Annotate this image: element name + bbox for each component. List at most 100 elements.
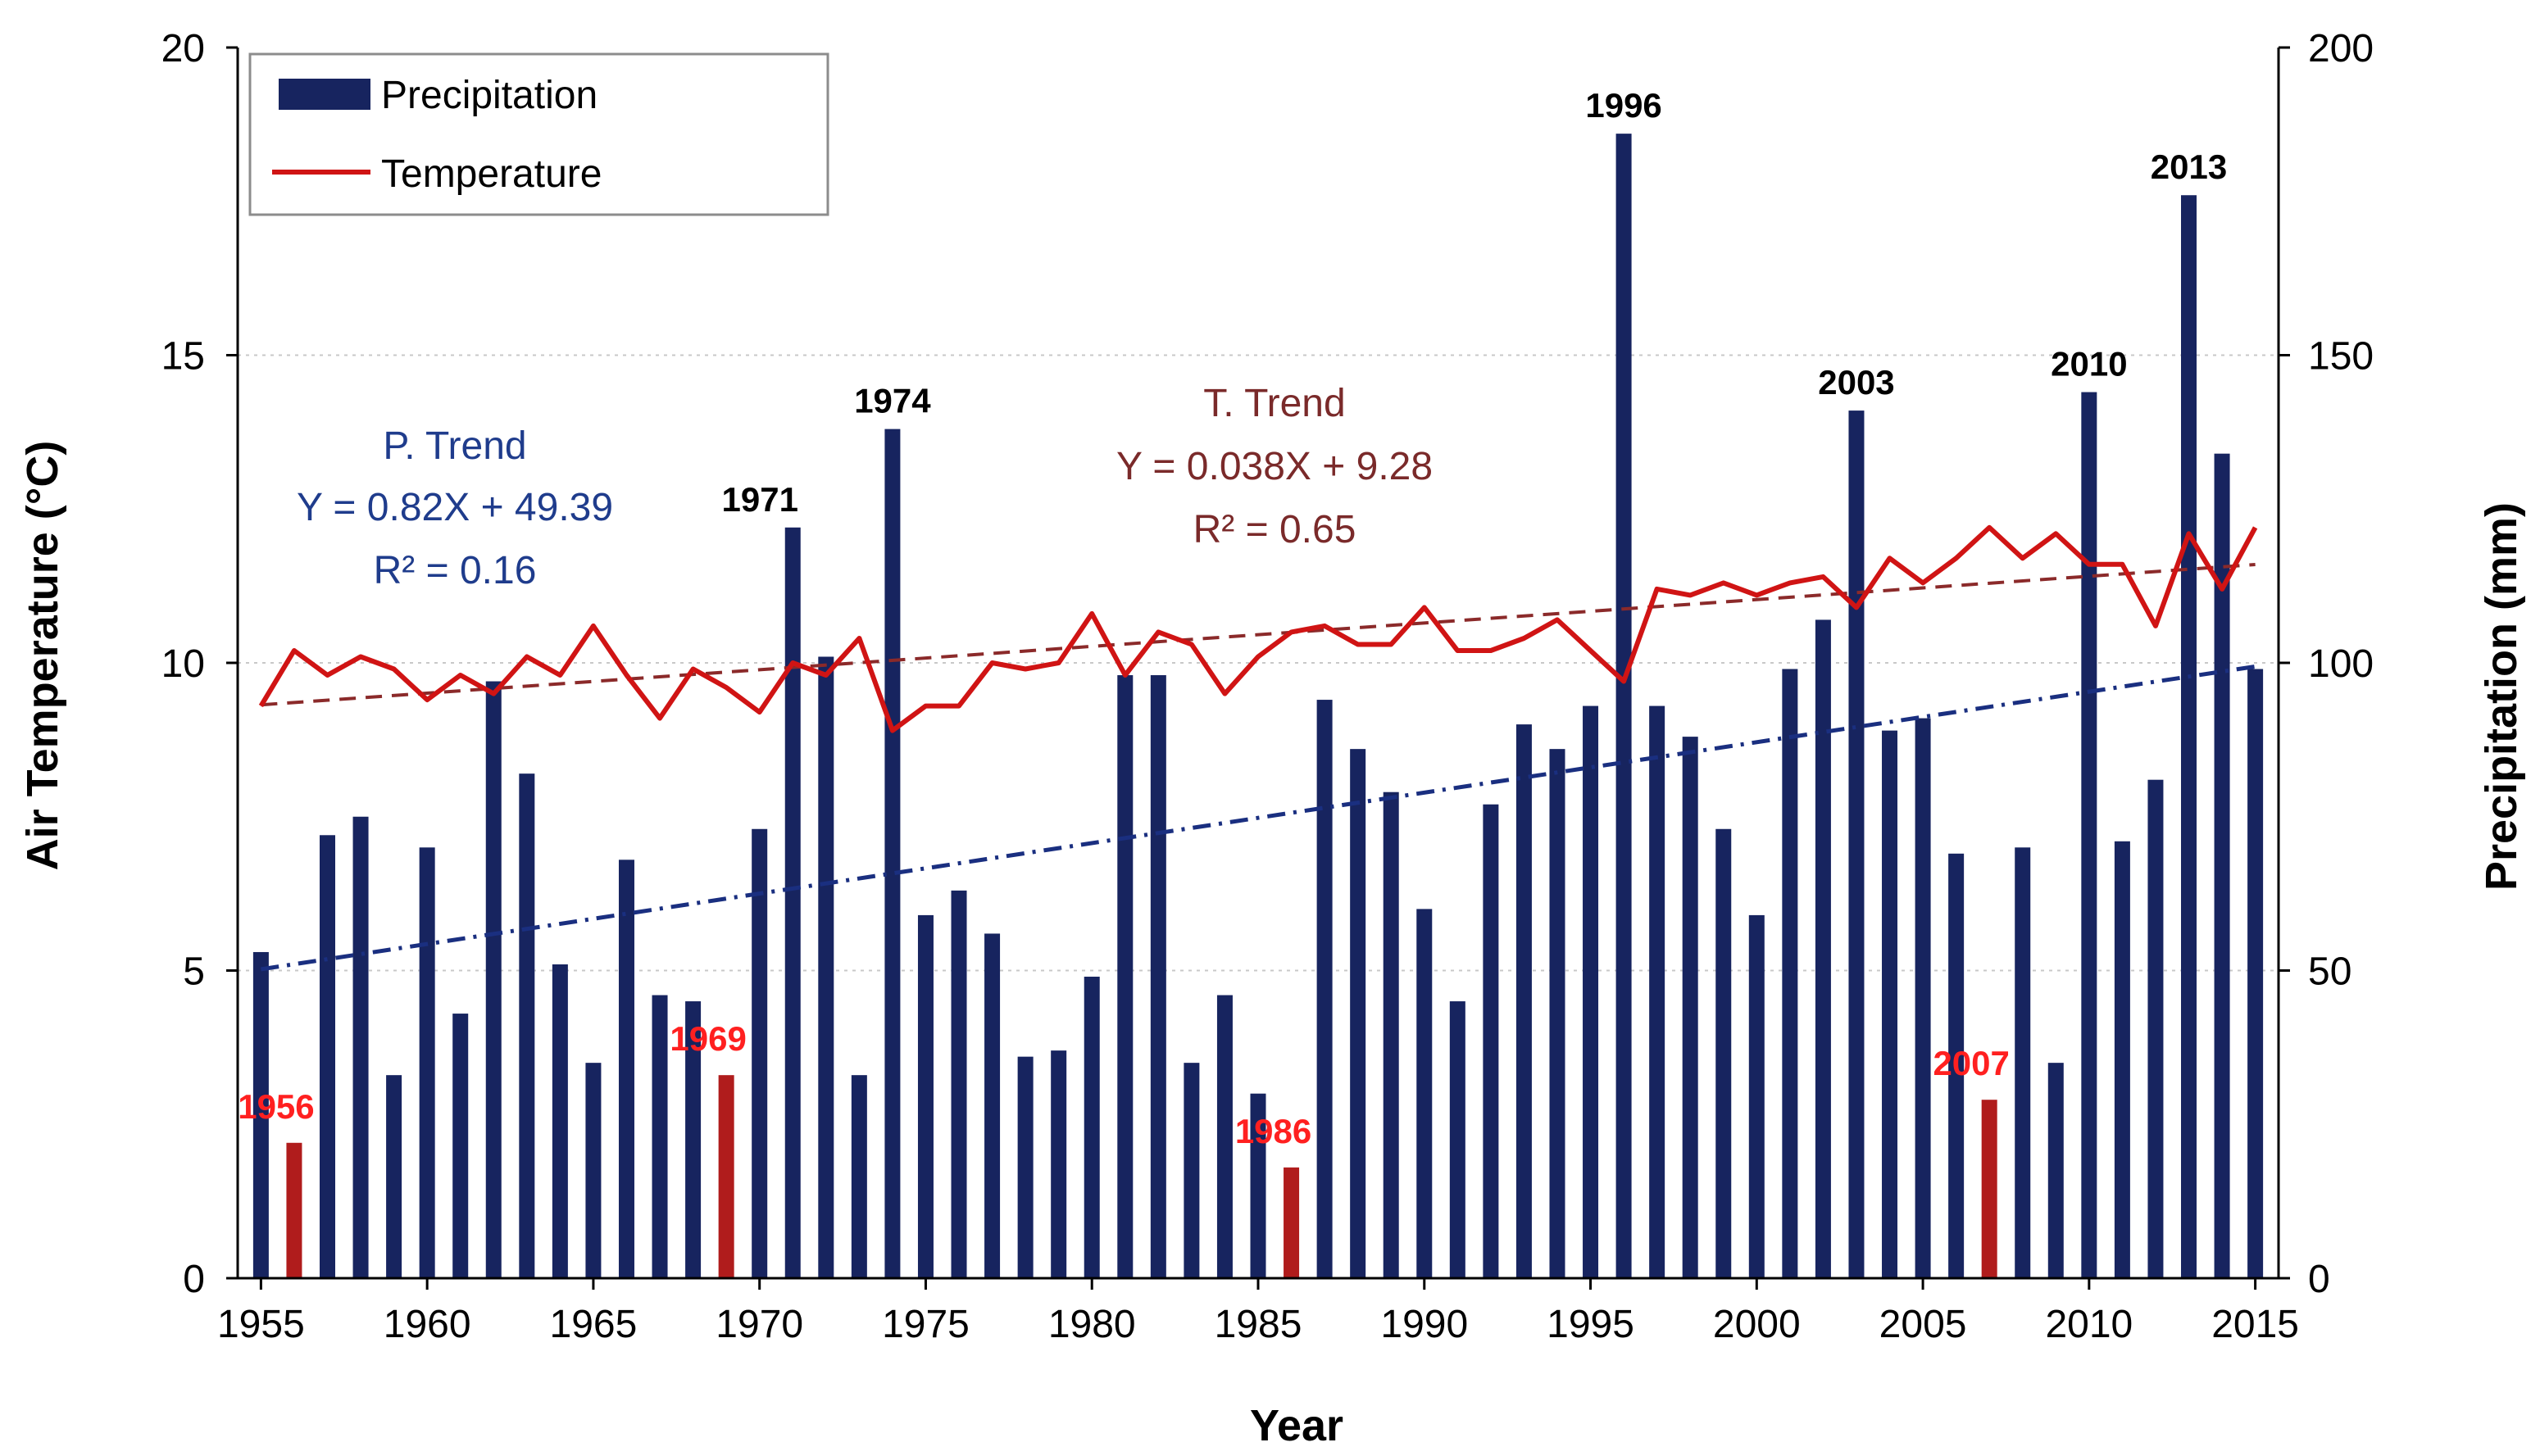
precipitation-bar — [1515, 724, 1532, 1278]
precipitation-bar — [419, 847, 435, 1278]
t-trend-title: T. Trend — [1203, 382, 1345, 425]
precipitation-bar — [1815, 619, 1831, 1278]
precipitation-bar — [352, 816, 369, 1278]
peak-year-label: 1996 — [1585, 86, 1661, 125]
precipitation-bar — [618, 860, 634, 1278]
precipitation-bar — [951, 890, 967, 1278]
precipitation-bar — [2081, 392, 2097, 1278]
precipitation-bar — [1017, 1056, 1034, 1278]
precipitation-bar — [984, 933, 1001, 1278]
precipitation-bar — [552, 964, 568, 1278]
y-right-tick-label: 0 — [2308, 1258, 2330, 1301]
precipitation-bar — [2181, 195, 2197, 1279]
x-tick-label: 1955 — [217, 1303, 305, 1346]
precipitation-bar — [685, 1001, 702, 1278]
precipitation-bar — [1383, 792, 1399, 1278]
precipitation-bar — [1715, 828, 1732, 1278]
precipitation-bar — [2247, 669, 2264, 1278]
precipitation-bar — [1483, 804, 1499, 1278]
precipitation-bar — [1549, 749, 1565, 1278]
precipitation-bar — [718, 1075, 734, 1278]
x-tick-label: 1965 — [550, 1303, 638, 1346]
precipitation-bar — [1216, 995, 1233, 1278]
precipitation-bar — [1416, 909, 1433, 1278]
legend-precipitation-label: Precipitation — [381, 74, 598, 117]
low-year-label: 1969 — [670, 1019, 746, 1058]
precipitation-bar — [2114, 841, 2130, 1278]
precipitation-bar — [652, 995, 668, 1278]
y-right-tick-label: 100 — [2308, 642, 2374, 686]
precipitation-bar — [519, 773, 535, 1278]
precipitation-bar — [1350, 749, 1366, 1278]
precipitation-bar — [1184, 1063, 1200, 1278]
t-trend-equation: Y = 0.038X + 9.28 — [1116, 445, 1433, 488]
peak-year-label: 2010 — [2051, 345, 2127, 383]
y-axis-right-title: Precipitation (mm) — [2477, 502, 2526, 891]
precipitation-bar — [884, 429, 901, 1278]
low-year-label: 1986 — [1235, 1112, 1311, 1150]
precipitation-bar — [917, 914, 934, 1278]
precipitation-bar — [286, 1142, 302, 1278]
y-right-tick-label: 200 — [2308, 27, 2374, 70]
legend: Precipitation Temperature — [248, 52, 829, 216]
precipitation-bar — [252, 951, 269, 1278]
precipitation-bar — [1250, 1093, 1266, 1278]
temperature-line — [258, 524, 2258, 733]
p-trend-equation: Y = 0.82X + 49.39 — [297, 486, 613, 529]
precipitation-bar — [1948, 853, 1965, 1278]
low-year-label: 1956 — [238, 1087, 314, 1126]
precipitation-bar — [485, 681, 502, 1278]
precipitation-bar — [752, 828, 768, 1278]
precipitation-trend-line — [261, 664, 2256, 972]
x-tick-label: 1970 — [716, 1303, 803, 1346]
precipitation-bar — [1848, 410, 1865, 1279]
precipitation-bar — [818, 656, 834, 1278]
peak-year-label: 2013 — [2151, 147, 2227, 186]
y-left-tick-label: 20 — [161, 27, 205, 70]
precipitation-bar — [319, 835, 335, 1278]
peak-year-label: 1974 — [854, 382, 931, 420]
legend-temperature-label: Temperature — [381, 152, 602, 196]
x-tick-label: 1995 — [1547, 1303, 1634, 1346]
y-right-tick-label: 150 — [2308, 335, 2374, 379]
x-tick-label: 1975 — [882, 1303, 970, 1346]
peak-year-label: 1971 — [722, 480, 798, 519]
y-left-tick-label: 5 — [183, 950, 205, 994]
x-tick-label: 2015 — [2211, 1303, 2299, 1346]
precipitation-bars — [252, 134, 2264, 1279]
precipitation-bar — [2147, 779, 2164, 1278]
y-left-tick-label: 10 — [161, 642, 205, 686]
x-tick-label: 2005 — [1879, 1303, 1967, 1346]
precipitation-bar — [386, 1075, 402, 1278]
temperature-line-group — [258, 524, 2258, 733]
x-tick-label: 1980 — [1048, 1303, 1136, 1346]
y-left-tick-label: 15 — [161, 335, 205, 379]
precipitation-bar — [1583, 705, 1599, 1278]
precipitation-bar — [784, 527, 801, 1278]
precipitation-bar — [452, 1014, 469, 1278]
peak-year-label: 2003 — [1818, 363, 1894, 401]
precipitation-bar — [1316, 700, 1333, 1278]
trend-lines — [261, 562, 2256, 972]
precipitation-bar — [1284, 1167, 1300, 1278]
precipitation-bar — [1150, 675, 1166, 1278]
temperature-trend-line — [261, 562, 2256, 707]
low-year-label: 2007 — [1933, 1044, 2009, 1082]
legend-precipitation-swatch — [279, 79, 370, 110]
precipitation-bar — [1117, 675, 1134, 1278]
p-trend-title: P. Trend — [383, 424, 526, 468]
p-trend-r2: R² = 0.16 — [374, 549, 537, 592]
precipitation-bar — [2015, 847, 2031, 1278]
x-axis-title: Year — [1250, 1401, 1343, 1450]
precipitation-bar — [1915, 718, 1931, 1278]
precipitation-bar — [1449, 1001, 1465, 1278]
data-labels: 1971 1974 1996 2003 2010 2013 1956 1969 1986 2007 — [238, 86, 2227, 1150]
precipitation-bar — [1882, 730, 1898, 1278]
precipitation-bar — [1649, 705, 1665, 1278]
t-trend-r2: R² = 0.65 — [1193, 508, 1356, 551]
precipitation-bar — [1051, 1050, 1067, 1278]
precipitation-bar — [851, 1075, 867, 1278]
precipitation-bar — [1682, 737, 1698, 1278]
